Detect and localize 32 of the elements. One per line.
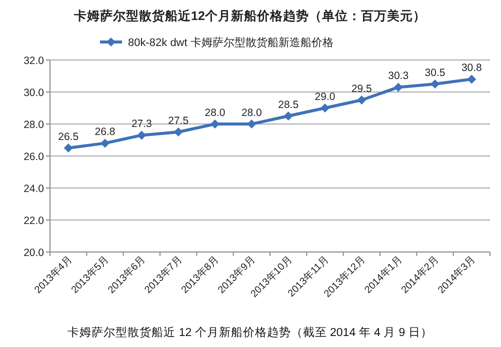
y-tick-label: 20.0 [24, 247, 44, 259]
point [137, 130, 146, 140]
data-label: 29.0 [314, 91, 336, 103]
data-label: 28.0 [204, 107, 226, 119]
y-tick-label: 30.0 [24, 87, 44, 99]
data-label: 30.3 [388, 70, 409, 82]
data-label: 30.8 [461, 62, 482, 74]
y-tick-label: 26.0 [24, 151, 44, 163]
y-tick-label: 32.0 [24, 55, 44, 67]
point [467, 74, 476, 84]
y-tick-label: 24.0 [24, 183, 44, 195]
data-label: 29.5 [351, 83, 372, 95]
y-tick-label: 22.0 [24, 215, 44, 227]
data-label: 27.5 [168, 115, 189, 127]
data-label: 28.0 [241, 107, 262, 119]
point [284, 112, 293, 120]
point [64, 144, 73, 152]
point [357, 96, 366, 104]
point [430, 80, 440, 88]
data-label: 28.5 [278, 99, 299, 111]
point [100, 138, 110, 148]
y-tick-label: 28.0 [24, 119, 44, 131]
data-label: 27.3 [131, 118, 152, 130]
chart-title: 卡姆萨尔型散货船近12个月新船价格趋势（单位：百万美元） [73, 8, 426, 23]
text: 卡姆萨尔型散货船近 12 个月新船价格趋势（截至 2014 年 4 月 9 日） [68, 325, 432, 339]
point [320, 104, 330, 112]
data-label: 26.8 [94, 126, 116, 138]
point [394, 82, 403, 92]
legend-label: 80k-82k dwt 卡姆萨尔型散货船新造船价格 [128, 36, 334, 49]
data-label: 30.5 [424, 67, 446, 79]
point [174, 128, 183, 136]
data-label: 26.5 [58, 131, 79, 143]
